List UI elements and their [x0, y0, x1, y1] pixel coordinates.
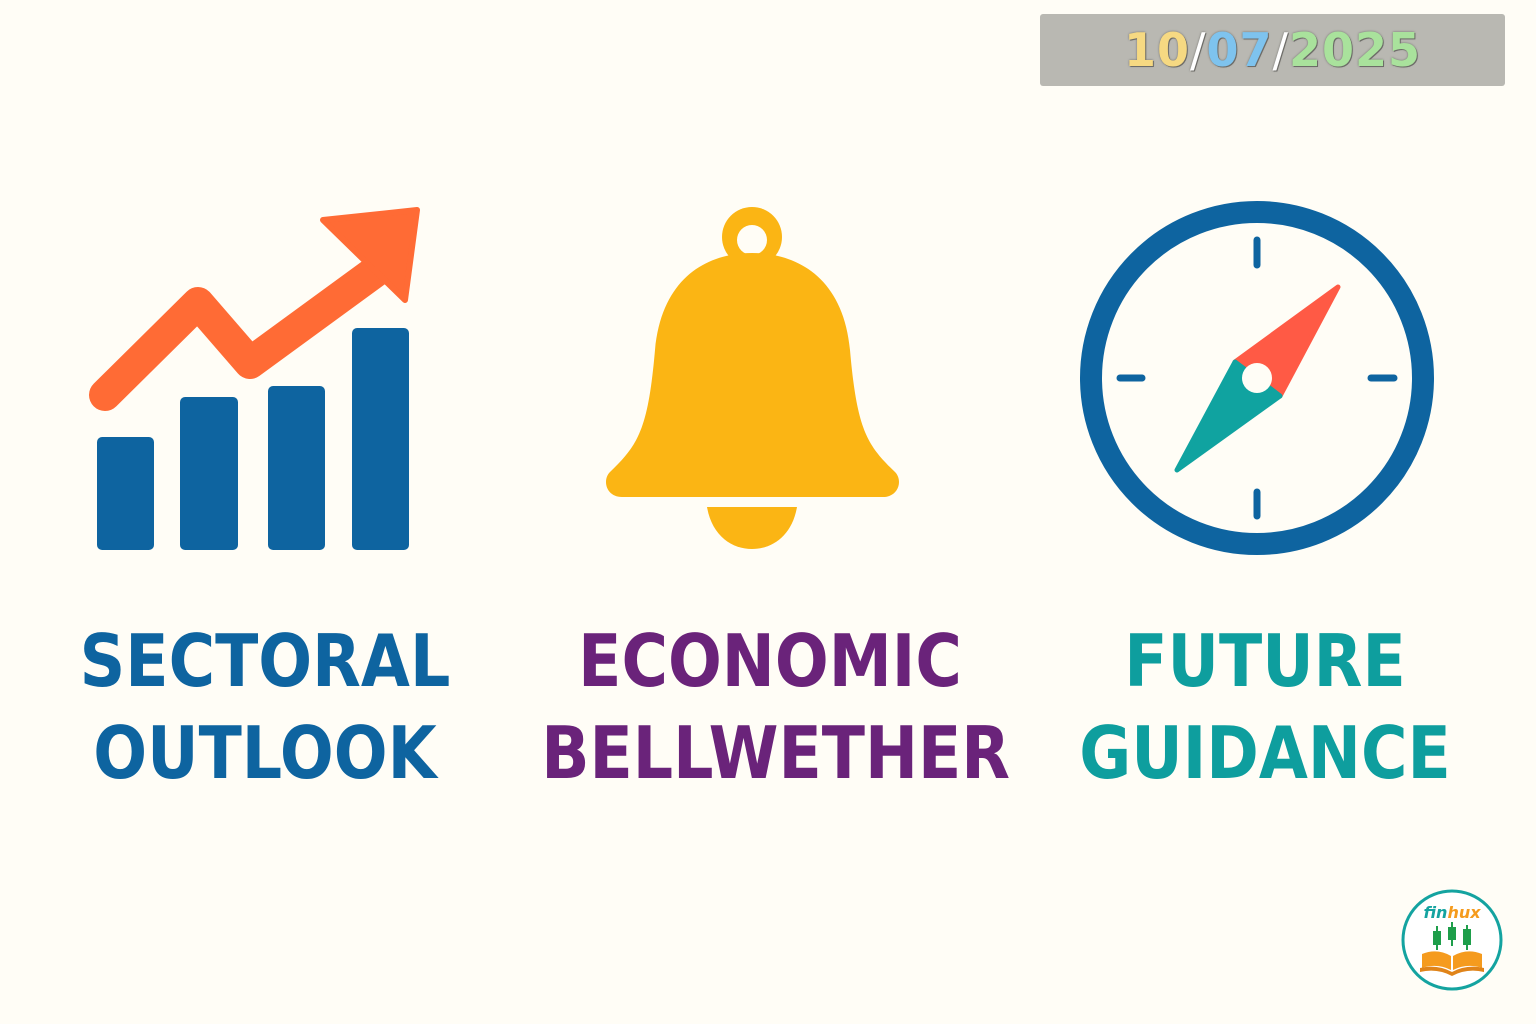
svg-text:finhux: finhux [1423, 903, 1481, 922]
label-line: GUIDANCE [1079, 711, 1451, 795]
date-year: 2025 [1289, 23, 1422, 77]
date-separator: / [1272, 23, 1289, 77]
label-economic-bellwether: ECONOMIC BELLWETHER [541, 615, 1011, 799]
compass-icon [1080, 201, 1434, 555]
date-month: 07 [1206, 23, 1273, 77]
label-line: ECONOMIC [578, 619, 962, 703]
candlestick-icon [1433, 922, 1471, 950]
bell-icon [606, 207, 899, 549]
date-separator: / [1189, 23, 1207, 77]
finhux-logo: finhux [1401, 889, 1503, 991]
label-line: SECTORAL [79, 619, 451, 703]
rising-bar-chart-icon [89, 207, 420, 550]
label-line: OUTLOOK [93, 711, 437, 795]
label-line: BELLWETHER [541, 711, 1011, 795]
label-line: FUTURE [1124, 619, 1406, 703]
label-future-guidance: FUTURE GUIDANCE [1067, 615, 1463, 799]
date-banner: 10 / 07 / 2025 [1040, 14, 1505, 86]
open-book-icon [1420, 951, 1484, 976]
date-day: 10 [1123, 23, 1190, 77]
label-sectoral-outlook: SECTORAL OUTLOOK [67, 615, 463, 799]
